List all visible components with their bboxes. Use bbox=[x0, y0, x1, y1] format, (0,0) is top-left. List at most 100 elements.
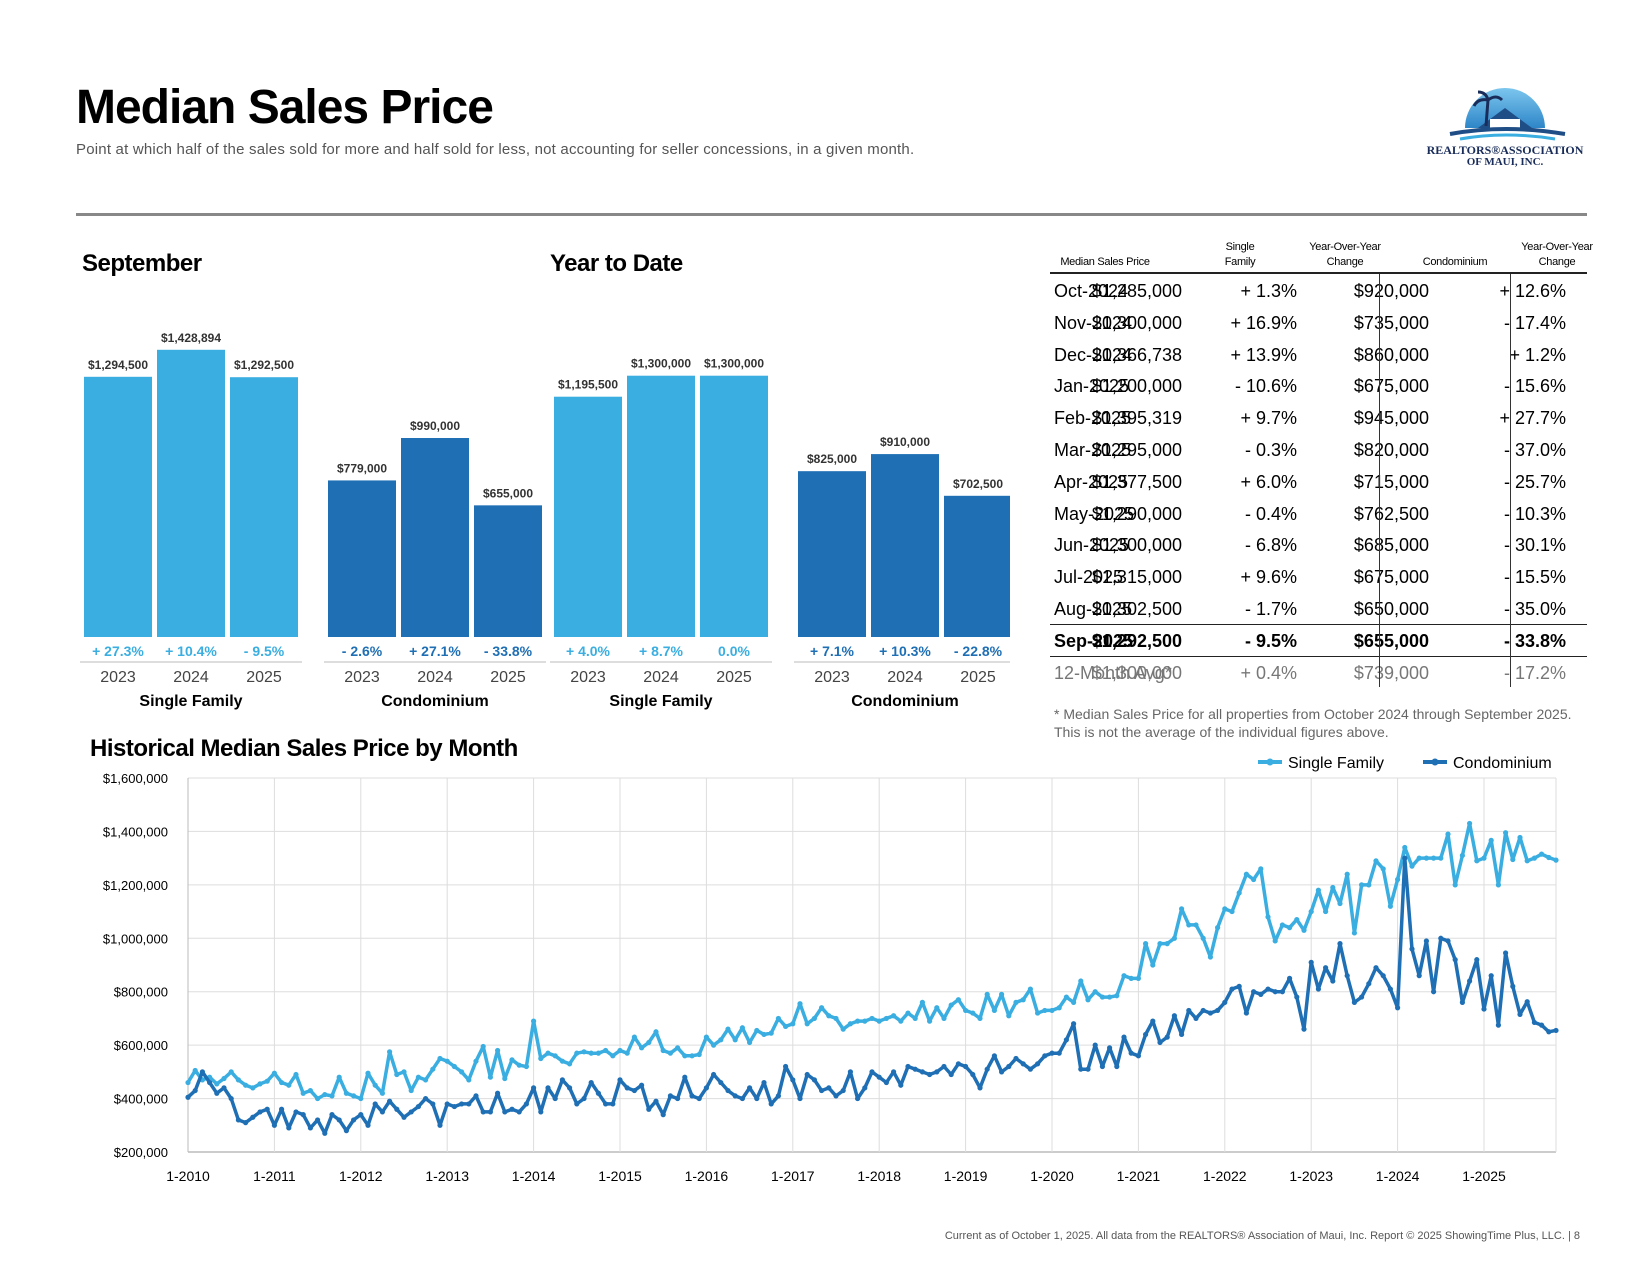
data-point-condo bbox=[293, 1109, 299, 1115]
data-point-condo bbox=[379, 1109, 385, 1115]
data-point-sf bbox=[1351, 930, 1357, 936]
data-point-sf bbox=[610, 1053, 616, 1059]
data-point-sf bbox=[739, 1025, 746, 1031]
table-cell-month: Dec-2024 bbox=[1054, 344, 1133, 365]
data-point-sf bbox=[1531, 855, 1537, 861]
data-point-sf bbox=[1099, 994, 1105, 1000]
data-point-condo bbox=[1164, 1034, 1170, 1040]
data-point-sf bbox=[538, 1055, 544, 1062]
page-title: Median Sales Price bbox=[76, 81, 494, 134]
data-point-condo bbox=[437, 1122, 443, 1128]
data-point-condo bbox=[1380, 973, 1386, 979]
data-point-condo bbox=[394, 1106, 400, 1112]
sep-bar-condo-2023 bbox=[328, 480, 396, 637]
data-point-sf bbox=[1539, 851, 1545, 857]
sep-change-label: + 10.4% bbox=[165, 643, 217, 659]
logo-text-line2: OF MAUI, INC. bbox=[1466, 156, 1544, 168]
data-point-sf bbox=[790, 1021, 796, 1027]
data-point-condo bbox=[595, 1090, 602, 1096]
table-header-month: Median Sales Price bbox=[1060, 256, 1150, 268]
data-point-sf bbox=[185, 1079, 191, 1086]
data-point-condo bbox=[1193, 1015, 1199, 1022]
table-cell-condo: $655,000 bbox=[1353, 630, 1429, 651]
data-point-sf bbox=[624, 1050, 630, 1056]
data-point-condo bbox=[754, 1095, 760, 1102]
data-point-sf bbox=[451, 1063, 457, 1070]
x-tick-label: 1-2012 bbox=[339, 1168, 383, 1184]
data-point-sf bbox=[415, 1074, 421, 1080]
data-point-condo bbox=[768, 1101, 774, 1107]
data-point-condo bbox=[264, 1106, 270, 1112]
data-point-sf bbox=[639, 1045, 645, 1051]
data-point-condo bbox=[639, 1082, 645, 1088]
legend-marker bbox=[1431, 758, 1439, 766]
data-point-condo bbox=[689, 1093, 695, 1099]
table-cell-condo-change: - 10.3% bbox=[1503, 503, 1566, 524]
data-point-condo bbox=[1258, 991, 1264, 997]
ytd-year-label: 2025 bbox=[716, 669, 752, 686]
data-point-sf bbox=[811, 1015, 818, 1022]
table-cell-sf-change: + 0.4% bbox=[1240, 662, 1297, 683]
table-cell-month: May-2025 bbox=[1054, 503, 1135, 524]
x-tick-label: 1-2022 bbox=[1203, 1168, 1247, 1184]
data-point-sf bbox=[307, 1087, 313, 1094]
data-point-condo bbox=[1092, 1042, 1098, 1048]
data-point-sf bbox=[394, 1071, 400, 1078]
table-cell-sf-change: + 9.6% bbox=[1240, 567, 1297, 588]
data-point-sf bbox=[257, 1081, 263, 1087]
table-cell-month: Feb-2025 bbox=[1054, 408, 1132, 429]
table-cell-sf-change: + 13.9% bbox=[1230, 344, 1297, 365]
data-point-sf bbox=[1359, 882, 1365, 888]
table-cell-sf-change: - 1.7% bbox=[1244, 599, 1297, 619]
sep-year-label: 2025 bbox=[490, 669, 526, 686]
data-point-sf bbox=[696, 1051, 702, 1058]
data-point-sf bbox=[250, 1085, 256, 1091]
data-point-condo bbox=[214, 1090, 220, 1096]
data-point-condo bbox=[192, 1087, 198, 1094]
table-header-condo: Condominium bbox=[1422, 256, 1488, 268]
data-point-condo bbox=[1330, 978, 1336, 984]
table-row: Jun-2025 $1,300,000 - 6.8% $685,000 - 30.1% bbox=[1050, 528, 1587, 560]
table-average-row: 12-Month Avg* $1,300,000 + 0.4% $739,000 - 1… bbox=[1050, 656, 1587, 688]
data-point-condo bbox=[1215, 1007, 1221, 1014]
data-point-sf bbox=[984, 991, 990, 997]
data-point-condo bbox=[797, 1095, 803, 1102]
data-point-sf bbox=[631, 1034, 638, 1040]
data-point-sf bbox=[1395, 876, 1401, 883]
data-point-sf bbox=[1006, 1013, 1012, 1019]
data-point-sf bbox=[1402, 844, 1408, 851]
data-point-sf bbox=[1135, 975, 1141, 981]
data-point-condo bbox=[912, 1066, 918, 1072]
table-cell-sf: $1,295,000 bbox=[1091, 440, 1182, 460]
data-point-sf bbox=[646, 1039, 652, 1046]
data-point-sf bbox=[1236, 890, 1242, 896]
data-point-condo bbox=[984, 1066, 990, 1072]
data-point-sf bbox=[754, 1027, 760, 1034]
data-point-sf bbox=[682, 1053, 688, 1059]
sep-group-label: Condominium bbox=[381, 693, 489, 710]
table-cell-sf-change: + 6.0% bbox=[1240, 471, 1297, 492]
ytd-group-label: Condominium bbox=[851, 693, 959, 710]
data-point-condo bbox=[617, 1077, 623, 1083]
data-point-condo bbox=[941, 1063, 947, 1070]
data-point-condo bbox=[675, 1095, 681, 1102]
data-point-condo bbox=[228, 1095, 234, 1102]
table-cell-condo-change: + 27.7% bbox=[1499, 408, 1566, 429]
data-point-condo bbox=[1128, 1050, 1134, 1056]
data-point-sf bbox=[430, 1066, 436, 1072]
ytd-change-label: + 4.0% bbox=[566, 643, 611, 659]
data-point-sf bbox=[1481, 855, 1487, 861]
data-point-sf bbox=[473, 1058, 479, 1064]
ytd-value-label: $1,300,000 bbox=[704, 357, 764, 371]
sep-change-label: + 27.1% bbox=[409, 643, 461, 659]
data-point-sf bbox=[999, 991, 1005, 997]
sep-bar-sf-2023 bbox=[84, 376, 152, 637]
table-row: Nov-2024 $1,300,000 + 16.9% $735,000 - 17.4% bbox=[1050, 306, 1587, 338]
data-point-sf bbox=[1294, 916, 1300, 923]
table-header-rule bbox=[1050, 272, 1587, 274]
data-point-condo bbox=[1035, 1061, 1041, 1067]
data-point-sf bbox=[775, 1015, 782, 1022]
data-point-condo bbox=[1063, 1037, 1069, 1043]
data-point-condo bbox=[401, 1114, 407, 1120]
table-cell-sf: $1,302,500 bbox=[1091, 599, 1182, 619]
